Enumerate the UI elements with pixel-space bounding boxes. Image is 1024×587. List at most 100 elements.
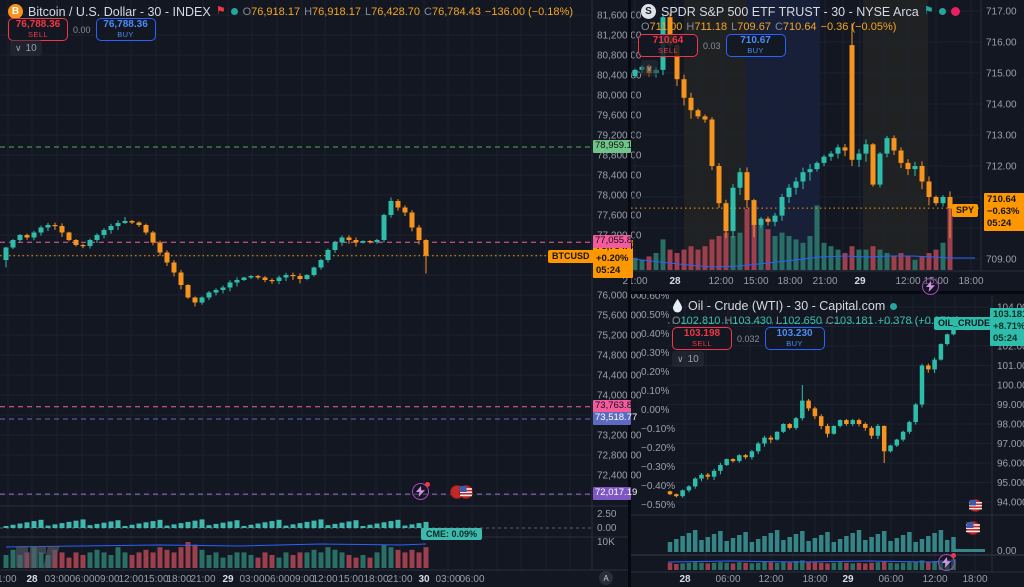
volume-bar	[926, 253, 932, 270]
sell-button[interactable]: 76,788.36 SELL	[8, 18, 68, 41]
candle-body	[737, 172, 743, 188]
buy-button[interactable]: 710.67 BUY	[725, 34, 786, 57]
tradingview-watermark	[16, 542, 62, 577]
cme-bar	[283, 525, 289, 528]
auto-scale-button[interactable]: A	[599, 571, 613, 585]
notification-dot-icon[interactable]	[950, 7, 960, 16]
volume-bar	[749, 563, 755, 570]
indicator-bar	[837, 539, 843, 552]
level-price-label[interactable]: 77,055.82	[593, 235, 638, 249]
indicator-bar	[667, 542, 673, 552]
cme-bar	[52, 524, 58, 528]
volume-bar	[269, 555, 275, 568]
volume-bar	[38, 552, 44, 568]
spy-ohlc-row: O711.00 H711.18 L709.67 C710.64 −0.36 (−…	[641, 21, 897, 33]
alert-bolt-icon[interactable]	[412, 482, 430, 500]
price-axis-label: 714.00	[986, 100, 1017, 111]
time-axis-label: 06:00	[459, 574, 484, 585]
candle-body	[150, 232, 156, 243]
flag-icon[interactable]: ⚑	[215, 5, 226, 17]
candle-body	[758, 218, 764, 225]
oil-title[interactable]: Oil - Crude (WTI) - 30 - Capital.com	[688, 299, 886, 313]
volume-bar	[723, 232, 729, 270]
market-status-icon	[890, 302, 898, 310]
cme-bar	[80, 519, 86, 528]
indicator-bar	[863, 540, 868, 552]
candle-body	[248, 276, 254, 278]
time-axis-label: 12:00	[895, 276, 920, 287]
cme-bar	[318, 519, 324, 528]
level-price-label[interactable]: 73,763.81	[593, 399, 638, 413]
percent-axis-label: 0.50%	[641, 310, 669, 321]
volume-bar	[388, 547, 394, 568]
volume-bar	[136, 552, 142, 568]
alert-bolt-icon[interactable]	[938, 553, 956, 571]
spy-title[interactable]: SPDR S&P 500 ETF TRUST - 30 - NYSE Arca	[661, 4, 919, 19]
oil-bars-dropdown[interactable]: ∨ 10	[672, 351, 704, 367]
candle-body	[944, 334, 950, 345]
candle-body	[744, 172, 750, 201]
cme-bar	[234, 520, 240, 528]
volume-bar	[856, 562, 862, 570]
candle-body	[59, 226, 65, 233]
spy-symbol-tag: SPY	[952, 204, 979, 217]
cme-bar	[297, 523, 303, 528]
candle-body	[786, 187, 792, 197]
btc-legend[interactable]: B Bitcoin / U.S. Dollar - 30 - INDEX ⚑ O…	[8, 4, 573, 19]
indicator-bar	[737, 535, 742, 552]
btc-trade-buttons: 76,788.36 SELL 0.00 76,788.36 BUY	[8, 18, 156, 41]
sell-button[interactable]: 103.198 SELL	[672, 327, 732, 350]
economic-event-icon[interactable]	[966, 521, 980, 540]
volume-bar	[639, 259, 645, 270]
candle-body	[192, 297, 198, 303]
spy-legend[interactable]: S SPDR S&P 500 ETF TRUST - 30 - NYSE Arc…	[641, 4, 960, 19]
economic-events-icon[interactable]	[450, 485, 474, 504]
panel-divider-vertical[interactable]	[628, 0, 631, 587]
sell-button[interactable]: 710.64 SELL	[638, 34, 698, 57]
cme-bar	[73, 520, 79, 528]
candle-body	[743, 455, 748, 458]
volume-bar	[164, 549, 170, 568]
indicator-bar	[692, 530, 698, 552]
btc-symbol-tag: BTCUSD	[548, 250, 594, 263]
level-price-label[interactable]: 78,959.13	[593, 140, 638, 153]
oil-legend[interactable]: Oil - Crude (WTI) - 30 - Capital.com	[672, 299, 898, 313]
price-axis-label: 95.000	[997, 478, 1024, 489]
volume-bar	[692, 562, 698, 570]
candle-body	[692, 478, 698, 487]
economic-event-icon[interactable]	[969, 499, 982, 517]
alert-bolt-icon[interactable]	[922, 278, 939, 295]
time-axis-label: 12:00	[708, 276, 733, 287]
btc-bars-dropdown[interactable]: ∨ 10	[10, 40, 42, 56]
panel-divider-horizontal[interactable]	[631, 291, 1024, 294]
percent-axis-label: 0.00%	[641, 405, 669, 416]
indicator-bar	[781, 540, 786, 552]
volume-bar	[807, 236, 813, 270]
volume-bar	[898, 253, 904, 270]
candle-body	[325, 250, 331, 260]
volume-bar	[825, 563, 830, 570]
time-axis-label: 29	[222, 574, 234, 585]
buy-button[interactable]: 103.230 BUY	[764, 327, 825, 350]
price-axis-label: 716.00	[986, 38, 1017, 49]
buy-button[interactable]: 76,788.36 BUY	[95, 18, 156, 41]
level-price-label[interactable]: 73,518.77	[593, 412, 638, 425]
volume-bar	[905, 256, 911, 270]
volume-bar	[781, 561, 786, 570]
level-price-label[interactable]: 72,017.19	[593, 487, 638, 501]
cme-bar	[199, 519, 205, 528]
volume-bar	[699, 562, 704, 570]
flag-icon[interactable]: ⚑	[923, 5, 934, 17]
volume-bar	[681, 249, 687, 270]
spy-bars-dropdown[interactable]: ∨	[641, 60, 658, 76]
candle-body	[849, 45, 855, 160]
time-axis-label: 15:00	[143, 574, 168, 585]
volume-bar	[381, 544, 387, 568]
candle-body	[3, 247, 9, 260]
cme-bar	[59, 523, 65, 528]
volume-bar	[680, 563, 685, 570]
candle-body	[45, 225, 51, 228]
btc-title[interactable]: Bitcoin / U.S. Dollar - 30 - INDEX	[28, 4, 211, 19]
volume-bar	[765, 229, 771, 270]
candle-body	[870, 144, 876, 185]
